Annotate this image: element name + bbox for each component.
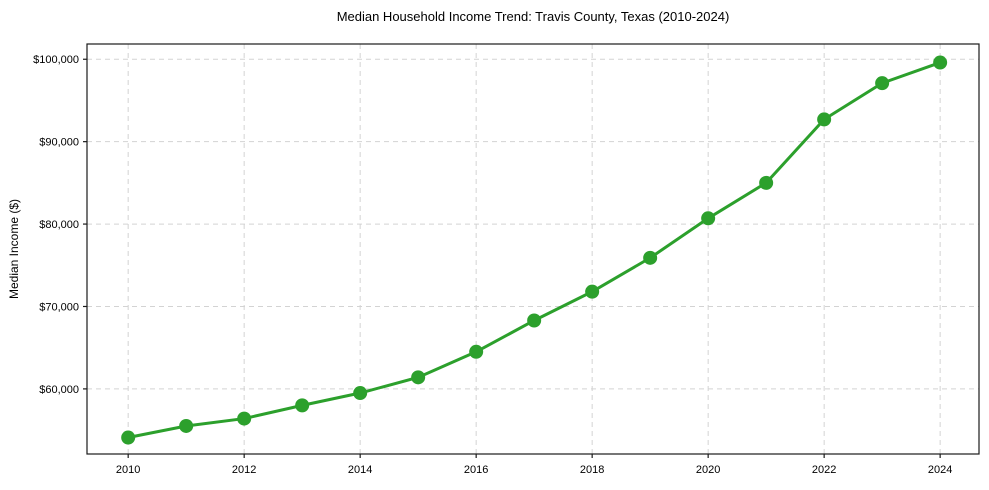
- data-point-2016: [469, 344, 484, 359]
- data-point-2019: [643, 250, 658, 265]
- data-point-2018: [585, 284, 600, 299]
- data-point-2022: [817, 112, 832, 127]
- x-tick-label: 2020: [696, 464, 720, 476]
- data-point-2010: [121, 430, 136, 445]
- x-tick-label: 2022: [812, 464, 836, 476]
- data-point-2024: [933, 55, 948, 70]
- plot-border: [86, 43, 980, 455]
- y-tick-label: $80,000: [39, 219, 79, 231]
- y-tick-label: $60,000: [39, 384, 79, 396]
- y-tick-label: $100,000: [33, 54, 79, 66]
- data-point-2020: [701, 211, 716, 226]
- data-point-2013: [295, 398, 310, 413]
- y-tick-label: $70,000: [39, 301, 79, 313]
- x-tick-label: 2016: [464, 464, 488, 476]
- x-tick-label: 2024: [928, 464, 952, 476]
- data-point-2023: [875, 76, 890, 91]
- data-point-2014: [353, 386, 368, 401]
- data-point-2021: [759, 175, 774, 190]
- chart-title: Median Household Income Trend: Travis Co…: [336, 9, 730, 24]
- data-point-2015: [411, 370, 426, 385]
- data-point-2012: [237, 411, 252, 426]
- x-tick-label: 2012: [232, 464, 256, 476]
- y-tick-label: $90,000: [39, 137, 79, 149]
- x-tick-label: 2014: [348, 464, 372, 476]
- data-point-2011: [179, 418, 194, 433]
- x-tick-label: 2018: [580, 464, 604, 476]
- data-point-2017: [527, 313, 542, 328]
- x-tick-label: 2010: [116, 464, 140, 476]
